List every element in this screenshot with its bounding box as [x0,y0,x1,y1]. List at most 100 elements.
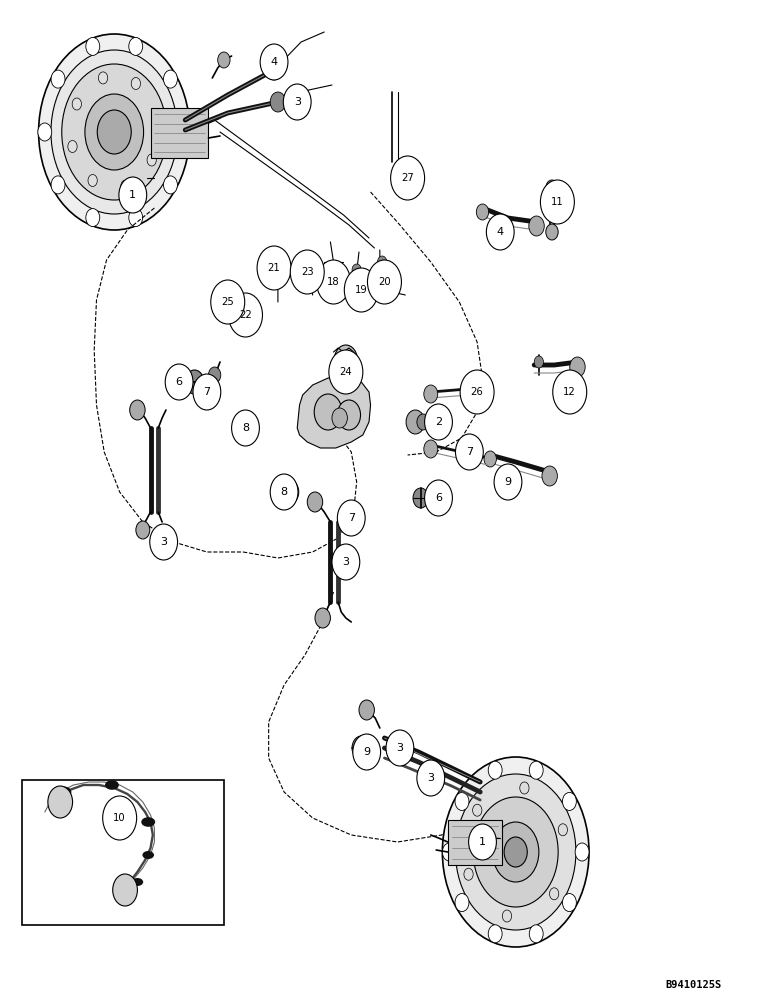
Circle shape [546,224,558,240]
Circle shape [563,792,577,810]
Circle shape [51,50,178,214]
Circle shape [455,774,576,930]
Circle shape [51,70,65,88]
Circle shape [193,374,221,410]
Bar [448,820,502,865]
Text: 2: 2 [435,417,442,427]
Circle shape [307,492,323,512]
Circle shape [334,345,357,375]
Circle shape [476,204,489,220]
Circle shape [546,180,558,196]
Text: 4: 4 [496,227,504,237]
Circle shape [542,466,557,486]
Text: 23: 23 [301,267,313,277]
Circle shape [386,730,414,766]
Circle shape [417,760,445,796]
Circle shape [367,260,401,304]
Circle shape [488,761,502,779]
Circle shape [229,293,262,337]
Ellipse shape [141,817,155,827]
Circle shape [413,488,428,508]
Circle shape [150,524,178,560]
Circle shape [494,464,522,500]
Circle shape [103,796,137,840]
Circle shape [337,400,361,430]
Circle shape [97,110,131,154]
Circle shape [99,72,108,84]
Circle shape [185,370,204,394]
Circle shape [129,37,143,55]
Circle shape [51,176,65,194]
Bar [22,780,224,925]
Circle shape [503,910,512,922]
Bar [151,108,208,158]
Circle shape [211,280,245,324]
Text: 11: 11 [551,197,564,207]
Circle shape [529,216,544,236]
Circle shape [473,797,558,907]
Text: 3: 3 [427,773,435,783]
Ellipse shape [142,851,154,859]
Ellipse shape [56,786,71,798]
Circle shape [352,736,371,760]
Circle shape [270,474,298,510]
Circle shape [455,894,469,912]
Circle shape [570,357,585,377]
Text: 8: 8 [280,487,288,497]
Circle shape [530,761,543,779]
Circle shape [352,264,361,276]
Circle shape [147,154,156,166]
Circle shape [391,156,425,200]
Text: 6: 6 [435,493,442,503]
Circle shape [329,350,363,394]
Circle shape [73,98,82,110]
Circle shape [558,824,567,836]
Circle shape [534,356,543,368]
Circle shape [88,174,97,186]
Circle shape [455,792,469,810]
Circle shape [455,434,483,470]
Circle shape [329,264,338,276]
Circle shape [425,404,452,440]
Circle shape [290,250,324,294]
Circle shape [86,209,100,227]
Circle shape [249,299,255,307]
Circle shape [553,370,587,414]
Circle shape [218,52,230,68]
Circle shape [208,367,221,383]
Text: 1: 1 [479,837,486,847]
Circle shape [306,264,315,276]
Circle shape [488,925,502,943]
Text: 9: 9 [363,747,371,757]
Text: 7: 7 [203,387,211,397]
Circle shape [120,180,130,192]
Circle shape [315,608,330,628]
Circle shape [332,544,360,580]
Circle shape [563,894,577,912]
Circle shape [232,410,259,446]
Polygon shape [297,378,371,448]
Circle shape [540,180,574,224]
Circle shape [260,44,288,80]
Circle shape [86,37,100,55]
Ellipse shape [105,780,119,790]
Text: 26: 26 [471,387,483,397]
Text: 25: 25 [222,297,234,307]
Circle shape [68,140,77,152]
Circle shape [550,888,559,900]
Text: 3: 3 [160,537,168,547]
Text: 21: 21 [268,263,280,273]
Text: 4: 4 [270,57,278,67]
Circle shape [460,370,494,414]
Circle shape [353,734,381,770]
Circle shape [493,822,539,882]
Circle shape [442,843,456,861]
Text: 19: 19 [355,285,367,295]
Text: 3: 3 [293,97,301,107]
Circle shape [359,700,374,720]
Circle shape [469,824,496,860]
Text: 6: 6 [175,377,183,387]
Text: 8: 8 [242,423,249,433]
Circle shape [464,868,473,880]
Circle shape [283,84,311,120]
